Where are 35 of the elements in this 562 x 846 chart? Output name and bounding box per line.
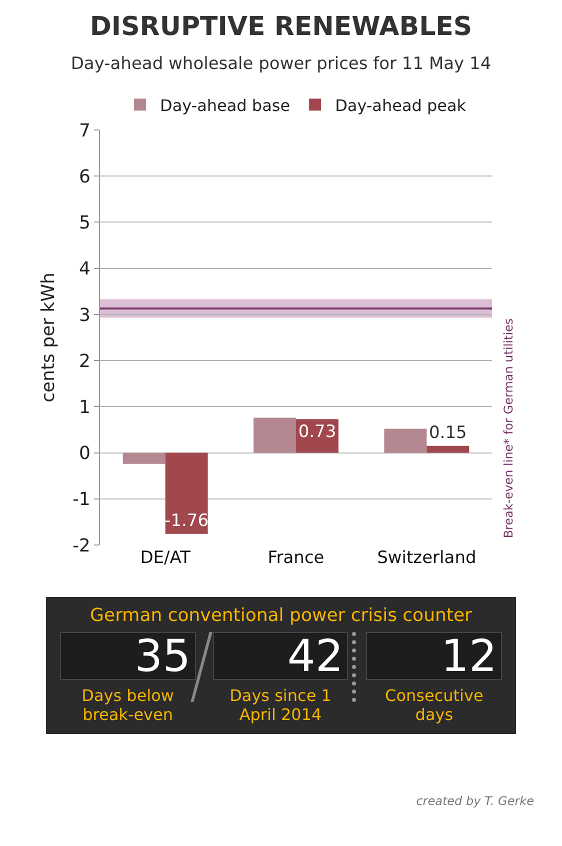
y-axis-title: cents per kWh [38, 272, 59, 402]
y-tick-label: -2 [72, 535, 90, 556]
flip-counter: 35 [60, 632, 196, 680]
x-tick-label: Switzerland [377, 548, 476, 568]
y-tick-label: 0 [78, 443, 90, 464]
x-tick-label: France [268, 548, 324, 568]
y-tick-label: 5 [78, 212, 90, 234]
flip-counter: 12 [366, 632, 502, 680]
legend-label: Day-ahead peak [335, 96, 467, 115]
y-tick-label: -1 [72, 489, 90, 510]
text: German conventional power crisis counter [89, 605, 473, 626]
data-label: -1.76 [164, 510, 209, 531]
y-tick-label: 1 [78, 396, 90, 418]
bar [165, 452, 208, 534]
chart-title: DISRUPTIVE RENEWABLES [90, 12, 472, 42]
flip-counter: 42 [212, 632, 348, 680]
y-tick-label: 4 [78, 258, 90, 280]
x-tick-label: DE/AT [140, 548, 192, 568]
y-tick-label: 7 [78, 120, 90, 142]
y-tick-label: 2 [78, 350, 90, 372]
category-label: Days since 1 April 2014 [228, 686, 332, 724]
y-tick-label: 3 [78, 304, 90, 326]
bar [384, 428, 427, 453]
legend-label: Day-ahead base [160, 96, 290, 115]
category-label: Consecutive days [384, 686, 484, 724]
ref-line-label: Break-even line* for German utilities [502, 318, 516, 538]
y-tick-label: 6 [78, 166, 90, 188]
bar [254, 418, 296, 453]
text: created by T. Gerke [415, 794, 534, 808]
data-label: 0.15 [428, 422, 467, 443]
chart-subtitle: Day-ahead wholesale power prices for 11 May 14 [70, 54, 492, 74]
category-label: Days below break-even [80, 686, 175, 724]
data-label: 0.73 [298, 422, 336, 442]
bar [426, 446, 470, 453]
bar [122, 452, 166, 464]
